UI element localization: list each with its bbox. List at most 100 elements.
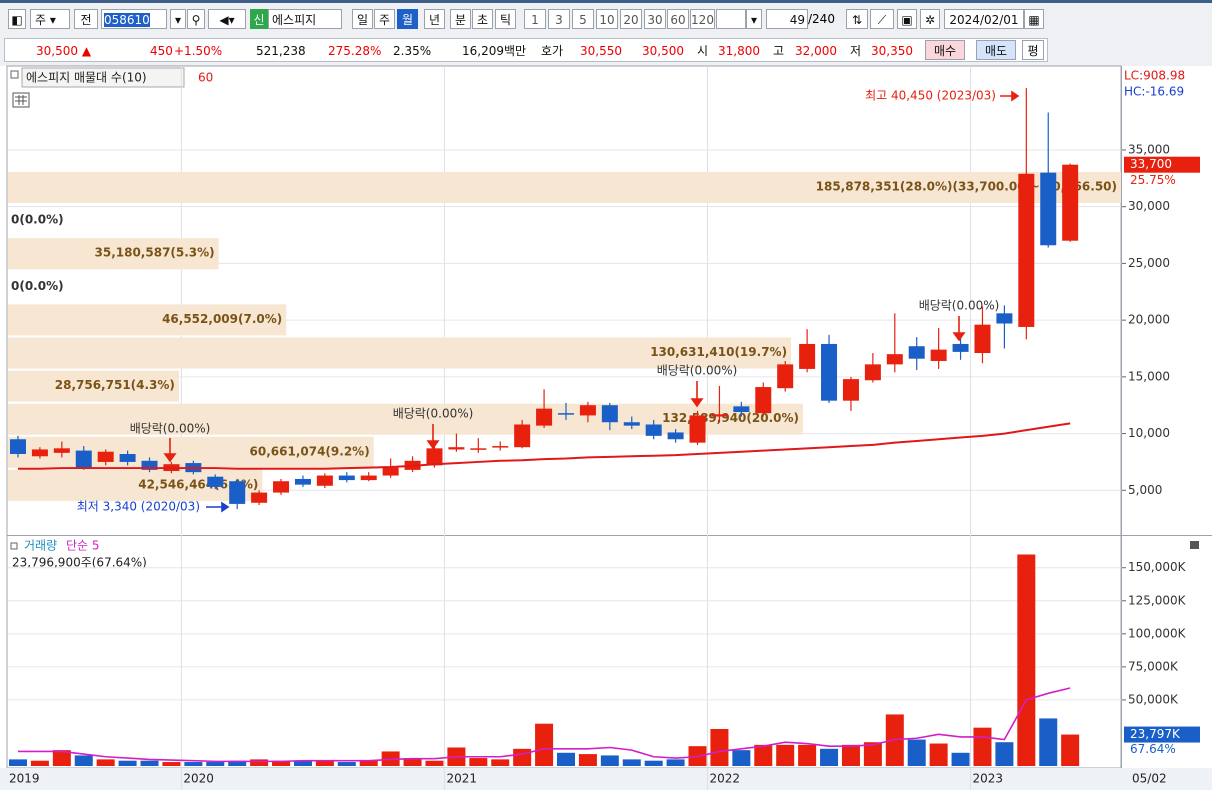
sound-button[interactable]: ◀▾ xyxy=(208,9,246,29)
volume-bar xyxy=(600,755,619,766)
volume-tag-pct: 67.64% xyxy=(1130,742,1176,756)
avg-button[interactable]: 평 xyxy=(1022,40,1044,60)
count-field[interactable]: 49 xyxy=(766,9,808,29)
candle-body xyxy=(974,324,991,354)
period-button[interactable]: 월 xyxy=(397,9,418,29)
candle-body xyxy=(10,439,26,454)
x-tick-label: 2020 xyxy=(183,772,214,786)
y-tick-label: 10,000 xyxy=(1128,426,1170,440)
interval-button[interactable]: 10 xyxy=(596,9,618,29)
volume-bar xyxy=(74,755,93,766)
volume-bar xyxy=(1039,718,1058,766)
volume-bar xyxy=(293,760,312,766)
change-pct: +1.50% xyxy=(174,44,223,58)
annotation-arrow xyxy=(952,316,966,342)
candle-body xyxy=(601,405,618,423)
candle-body xyxy=(382,467,399,476)
total: /240 xyxy=(808,12,835,26)
volume-bar xyxy=(162,762,181,766)
menu-icon[interactable]: ◧ xyxy=(8,9,26,29)
interval-button[interactable]: 1 xyxy=(524,9,546,29)
prev-button[interactable]: 전 xyxy=(74,9,98,29)
period-button[interactable]: 틱 xyxy=(495,9,516,29)
volume-bar xyxy=(52,750,71,766)
profile-label: 42,546,464(6.4%) xyxy=(138,477,258,491)
volume-bar xyxy=(118,760,137,766)
candle-body xyxy=(842,379,859,401)
tool-icon[interactable]: ⇅ xyxy=(846,9,868,29)
candle-body xyxy=(1040,172,1057,246)
sell-button[interactable]: 매도 xyxy=(976,40,1016,60)
interval-button[interactable]: 20 xyxy=(620,9,642,29)
avg: 평 xyxy=(1027,44,1039,58)
open-label: 시 xyxy=(697,44,709,58)
blank-field[interactable] xyxy=(716,9,746,29)
date: 2024/02/01 xyxy=(949,13,1019,27)
hc-label: HC:-16.69 xyxy=(1124,85,1184,99)
volume-summary: 23,796,900주(67.64%) xyxy=(12,556,147,570)
name-field[interactable]: 에스피지 xyxy=(268,9,342,29)
candle-body xyxy=(667,432,684,440)
save-icon[interactable]: ▣ xyxy=(897,9,917,29)
interval-button[interactable]: 30 xyxy=(644,9,666,29)
stock-name: 에스피지 xyxy=(272,13,317,27)
annotation: 최고 40,450 (2023/03) xyxy=(865,89,996,103)
code-input[interactable]: 058610 xyxy=(101,9,167,29)
code: 058610 xyxy=(104,13,150,27)
ma-label: 60 xyxy=(198,71,213,85)
annotation: 배당락(0.00%) xyxy=(657,364,738,378)
candle-body xyxy=(689,415,706,443)
name-badge: 신 xyxy=(253,13,265,27)
count: 49 xyxy=(789,13,805,27)
volume-bar xyxy=(535,723,554,766)
volume-bar xyxy=(644,760,663,766)
buy-button[interactable]: 매수 xyxy=(925,40,965,60)
interval-button[interactable]: 120 xyxy=(690,9,715,29)
volume-bar xyxy=(315,760,334,766)
tool-icon[interactable]: ⟋ xyxy=(870,9,894,29)
candle-body xyxy=(1062,164,1079,241)
annotation: 배당락(0.00%) xyxy=(393,407,474,421)
candle-body xyxy=(711,414,728,417)
calendar-icon[interactable]: ▦ xyxy=(1024,9,1044,29)
low: 30,350 xyxy=(871,44,913,58)
period-button[interactable]: 주 xyxy=(374,9,395,29)
profile-band xyxy=(8,238,219,270)
date-field[interactable]: 2024/02/01 xyxy=(944,9,1024,29)
open: 31,800 xyxy=(718,44,760,58)
search-button[interactable]: ⚲ xyxy=(187,9,205,29)
candle-body xyxy=(338,475,355,481)
code-dropdown[interactable]: ▾ xyxy=(170,9,186,29)
volume-bar xyxy=(841,744,860,766)
volume-bar xyxy=(666,759,685,766)
volume-bar xyxy=(1017,554,1036,766)
interval-button[interactable]: 3 xyxy=(548,9,570,29)
candle-body xyxy=(930,349,947,361)
interval-dropdown[interactable]: ▾ xyxy=(746,9,762,29)
period-button[interactable]: 년 xyxy=(424,9,445,29)
close-icon[interactable] xyxy=(1190,541,1199,549)
x-tick-label: 2021 xyxy=(446,772,477,786)
volume-tag-label: 23,797K xyxy=(1130,727,1181,741)
panel-icon xyxy=(10,70,19,79)
interval-button[interactable]: 60 xyxy=(667,9,689,29)
market-select[interactable]: 주 ▾ xyxy=(30,9,70,29)
sell: 매도 xyxy=(984,44,1008,58)
period-button[interactable]: 초 xyxy=(472,9,493,29)
y-tick-label: 150,000K xyxy=(1128,560,1187,574)
interval-button[interactable]: 5 xyxy=(572,9,594,29)
buy: 매수 xyxy=(933,44,957,58)
annotation-arrow xyxy=(206,501,230,513)
ask-label: 호가 xyxy=(541,44,564,58)
lc-label: LC:908.98 xyxy=(1124,69,1185,83)
volume-bar xyxy=(337,762,356,766)
price-value: 30,500 xyxy=(36,44,78,58)
period-button[interactable]: 분 xyxy=(450,9,471,29)
high-label: 고 xyxy=(773,44,785,58)
candle-body xyxy=(514,424,531,448)
period-button[interactable]: 일 xyxy=(352,9,373,29)
candle-body xyxy=(141,460,158,470)
settings-icon[interactable]: ✲ xyxy=(920,9,940,29)
candle-body xyxy=(579,405,596,416)
